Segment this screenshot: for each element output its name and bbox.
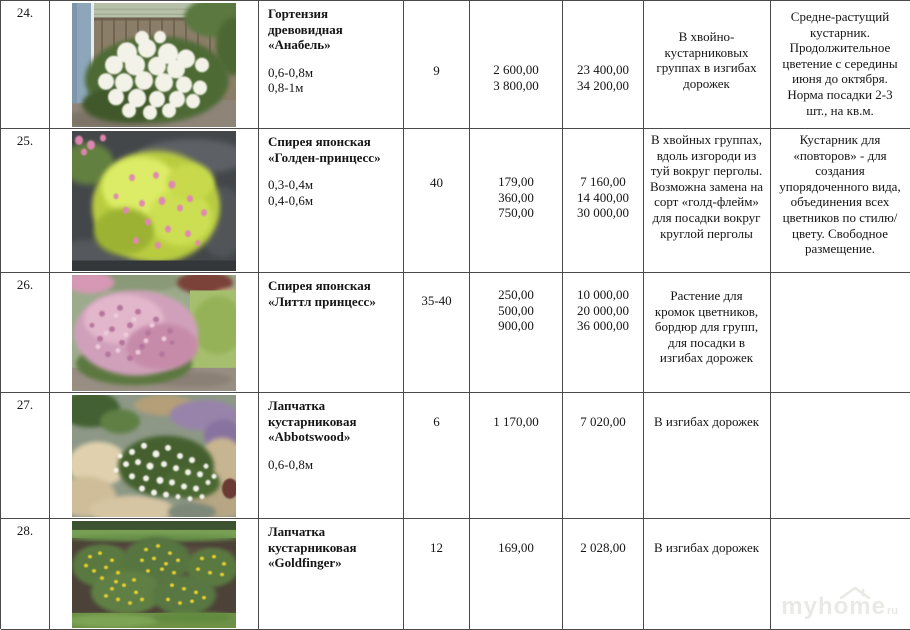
row-number: 28. bbox=[1, 519, 50, 630]
placement-cell: В изгибах дорожек bbox=[644, 519, 771, 630]
photo-hydrangea-annabelle bbox=[72, 3, 236, 127]
quantity-cell: 40 bbox=[404, 129, 470, 273]
unit-price-cell: 250,00 500,00 900,00 bbox=[470, 273, 563, 393]
plant-photo-cell bbox=[50, 273, 259, 393]
watermark-tld: ru bbox=[887, 605, 898, 617]
plant-photo-cell bbox=[50, 1, 259, 129]
plant-sizes: 0,6-0,8м 0,8-1м bbox=[268, 64, 314, 96]
unit-price-cell: 169,00 bbox=[470, 519, 563, 630]
plant-name: Лапчатка кустарниковая «Abbotswood» bbox=[268, 398, 357, 445]
quantity-cell: 6 bbox=[404, 393, 470, 519]
placement-cell: Растение для кромок цветников, бордюр дл… bbox=[644, 273, 771, 393]
plant-name-cell: Спирея японская «Литтл принцесс» bbox=[259, 273, 404, 393]
plant-name-cell: Гортензия древовидная «Анабель» 0,6-0,8м… bbox=[259, 1, 404, 129]
placement-cell: В изгибах дорожек bbox=[644, 393, 771, 519]
description-cell: Кустарник для «повторов» - для создания … bbox=[771, 129, 910, 273]
plant-sizes: 0,3-0,4м 0,4-0,6м bbox=[268, 177, 314, 208]
plant-name: Спирея японская «Литтл принцесс» bbox=[268, 278, 376, 309]
plant-name-cell: Лапчатка кустарниковая «Abbotswood» 0,6-… bbox=[259, 393, 404, 519]
total-price-cell: 2 028,00 bbox=[563, 519, 644, 630]
description-cell bbox=[771, 519, 910, 630]
total-price-cell: 7 160,00 14 400,00 30 000,00 bbox=[563, 129, 644, 273]
quantity-cell: 35-40 bbox=[404, 273, 470, 393]
unit-price-cell: 179,00 360,00 750,00 bbox=[470, 129, 563, 273]
quantity-cell: 9 bbox=[404, 1, 470, 129]
plant-photo-cell bbox=[50, 393, 259, 519]
plant-name: Спирея японская «Голден-принцесс» bbox=[268, 134, 381, 165]
plant-photo-cell bbox=[50, 129, 259, 273]
plant-name: Гортензия древовидная «Анабель» bbox=[268, 6, 343, 53]
placement-cell: В хвойно-кустарниковых группах в изгибах… bbox=[644, 1, 771, 129]
placement-cell: В хвойных группах, вдоль изгороди из туй… bbox=[644, 129, 771, 273]
row-number: 26. bbox=[1, 273, 50, 393]
photo-spiraea-little-princess bbox=[72, 275, 236, 391]
plant-sizes: 0,6-0,8м bbox=[268, 456, 314, 472]
watermark: myhome ru bbox=[781, 586, 898, 620]
row-number: 27. bbox=[1, 393, 50, 519]
description-cell bbox=[771, 393, 910, 519]
plant-name-cell: Спирея японская «Голден-принцесс» 0,3-0,… bbox=[259, 129, 404, 273]
total-price-cell: 23 400,00 34 200,00 bbox=[563, 1, 644, 129]
photo-potentilla-goldfinger bbox=[72, 521, 236, 628]
unit-price-cell: 1 170,00 bbox=[470, 393, 563, 519]
row-number: 24. bbox=[1, 1, 50, 129]
unit-price-cell: 2 600,00 3 800,00 bbox=[470, 1, 563, 129]
row-number: 25. bbox=[1, 129, 50, 273]
plant-name: Лапчатка кустарниковая «Goldfinger» bbox=[268, 524, 357, 571]
watermark-house-icon bbox=[840, 586, 870, 599]
photo-potentilla-abbotswood bbox=[72, 395, 236, 517]
description-cell: Средне-растущий кустарник. Продолжительн… bbox=[771, 1, 910, 129]
photo-spiraea-golden-princess bbox=[72, 131, 236, 271]
plant-photo-cell bbox=[50, 519, 259, 630]
description-cell bbox=[771, 273, 910, 393]
total-price-cell: 7 020,00 bbox=[563, 393, 644, 519]
plant-name-cell: Лапчатка кустарниковая «Goldfinger» bbox=[259, 519, 404, 630]
total-price-cell: 10 000,00 20 000,00 36 000,00 bbox=[563, 273, 644, 393]
quantity-cell: 12 bbox=[404, 519, 470, 630]
watermark-brand: myhome bbox=[781, 593, 886, 620]
